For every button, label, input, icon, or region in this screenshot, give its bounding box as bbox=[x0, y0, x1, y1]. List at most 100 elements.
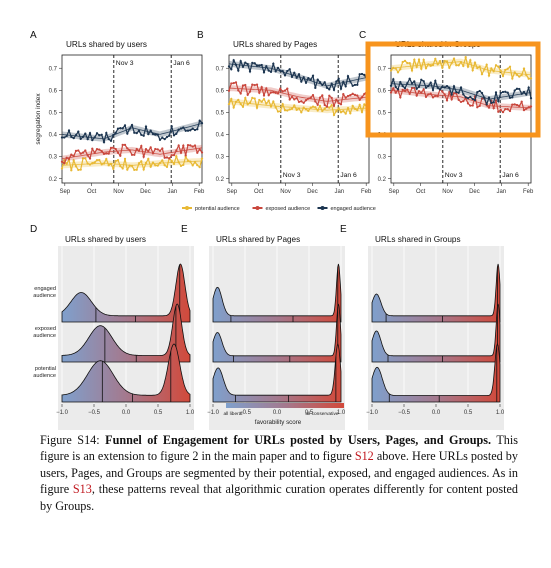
event-label-nov-3: Nov 3 bbox=[283, 172, 301, 179]
data-point bbox=[116, 151, 120, 154]
data-point bbox=[469, 104, 472, 107]
data-point bbox=[149, 165, 152, 168]
x-tick-label: Nov bbox=[113, 189, 124, 195]
data-point bbox=[497, 110, 500, 113]
plot-frame bbox=[228, 54, 370, 184]
data-point bbox=[258, 98, 261, 102]
data-point bbox=[200, 157, 204, 160]
data-point bbox=[487, 74, 491, 77]
colorbar-high-label: all conservative bbox=[305, 411, 338, 417]
data-point bbox=[77, 168, 80, 172]
data-point bbox=[74, 149, 78, 153]
data-point bbox=[165, 156, 169, 159]
data-point bbox=[283, 89, 287, 92]
data-point bbox=[401, 88, 404, 92]
data-point bbox=[307, 109, 310, 113]
data-point bbox=[506, 67, 509, 70]
data-point bbox=[60, 167, 64, 170]
data-point bbox=[175, 132, 178, 135]
caption-text-3: , these patterns reveal that algorithmic… bbox=[40, 482, 518, 513]
data-point bbox=[445, 99, 449, 102]
data-point bbox=[478, 89, 481, 93]
data-point bbox=[276, 110, 280, 113]
data-point bbox=[168, 134, 171, 137]
data-point bbox=[95, 158, 99, 162]
data-point bbox=[339, 111, 343, 114]
data-point bbox=[251, 61, 254, 65]
data-point bbox=[342, 93, 345, 96]
data-point bbox=[406, 88, 409, 91]
series-potential-audience bbox=[60, 154, 204, 172]
data-point bbox=[244, 96, 247, 100]
data-point bbox=[63, 162, 66, 165]
caption-ref-s12[interactable]: S12 bbox=[354, 449, 374, 464]
data-point bbox=[527, 77, 530, 80]
series-exposed-audience bbox=[227, 81, 371, 108]
caption-ref-s13[interactable]: S13 bbox=[72, 482, 92, 497]
data-point bbox=[314, 106, 317, 109]
data-point bbox=[198, 119, 201, 122]
data-point bbox=[452, 57, 456, 60]
data-point bbox=[346, 94, 350, 98]
data-point bbox=[114, 131, 117, 135]
data-point bbox=[360, 110, 364, 114]
x-tick-label: Sep bbox=[59, 189, 70, 195]
data-point bbox=[520, 100, 523, 103]
data-point bbox=[455, 90, 458, 94]
trend-line bbox=[61, 160, 203, 166]
data-point bbox=[182, 144, 185, 147]
panel-letter: D bbox=[30, 224, 37, 235]
event-label-jan-6: Jan 6 bbox=[340, 172, 357, 179]
data-point bbox=[417, 58, 421, 61]
data-point bbox=[283, 109, 287, 112]
data-point bbox=[408, 92, 411, 95]
data-point bbox=[260, 63, 263, 67]
y-tick-label: 0.6 bbox=[49, 89, 58, 95]
data-point bbox=[508, 65, 512, 68]
y-tick-label: 0.5 bbox=[378, 111, 387, 117]
density-area bbox=[61, 263, 191, 323]
caption-text-1: This figure is an extension to figure 2 … bbox=[40, 433, 519, 464]
data-point bbox=[311, 93, 315, 97]
trend-line bbox=[228, 87, 370, 102]
data-point bbox=[413, 80, 416, 83]
data-point bbox=[133, 168, 136, 172]
ridge-row-label: exposed bbox=[35, 326, 56, 332]
data-point bbox=[459, 86, 463, 89]
data-point bbox=[265, 65, 268, 68]
data-point bbox=[279, 110, 282, 113]
data-point bbox=[177, 144, 180, 147]
data-point bbox=[133, 153, 136, 156]
data-point bbox=[434, 57, 437, 61]
data-point bbox=[445, 84, 449, 88]
data-point bbox=[193, 144, 197, 147]
data-point bbox=[274, 70, 277, 73]
panel-title: URLs shared by users bbox=[65, 235, 146, 244]
data-point bbox=[179, 164, 183, 168]
density-area bbox=[212, 342, 342, 403]
data-point bbox=[227, 65, 231, 68]
data-point bbox=[438, 60, 442, 63]
caption-title: Funnel of Engagement for URLs posted by … bbox=[105, 433, 492, 447]
data-point bbox=[237, 69, 240, 72]
data-point bbox=[151, 132, 155, 136]
data-point bbox=[154, 133, 157, 136]
data-point bbox=[339, 87, 343, 90]
data-point bbox=[469, 95, 472, 99]
data-point bbox=[98, 134, 101, 137]
data-point bbox=[480, 72, 484, 76]
data-point bbox=[272, 100, 275, 103]
data-point bbox=[522, 108, 526, 112]
data-point bbox=[175, 149, 178, 152]
data-point bbox=[344, 112, 347, 115]
data-point bbox=[253, 83, 256, 87]
ridge-row-label: audience bbox=[33, 293, 56, 299]
data-point bbox=[290, 107, 294, 110]
data-point bbox=[494, 99, 498, 102]
data-point bbox=[290, 95, 294, 99]
data-point bbox=[492, 101, 495, 104]
data-point bbox=[424, 86, 428, 89]
x-tick-label: Nov bbox=[442, 189, 453, 195]
data-point bbox=[485, 63, 488, 66]
data-point bbox=[497, 100, 500, 103]
